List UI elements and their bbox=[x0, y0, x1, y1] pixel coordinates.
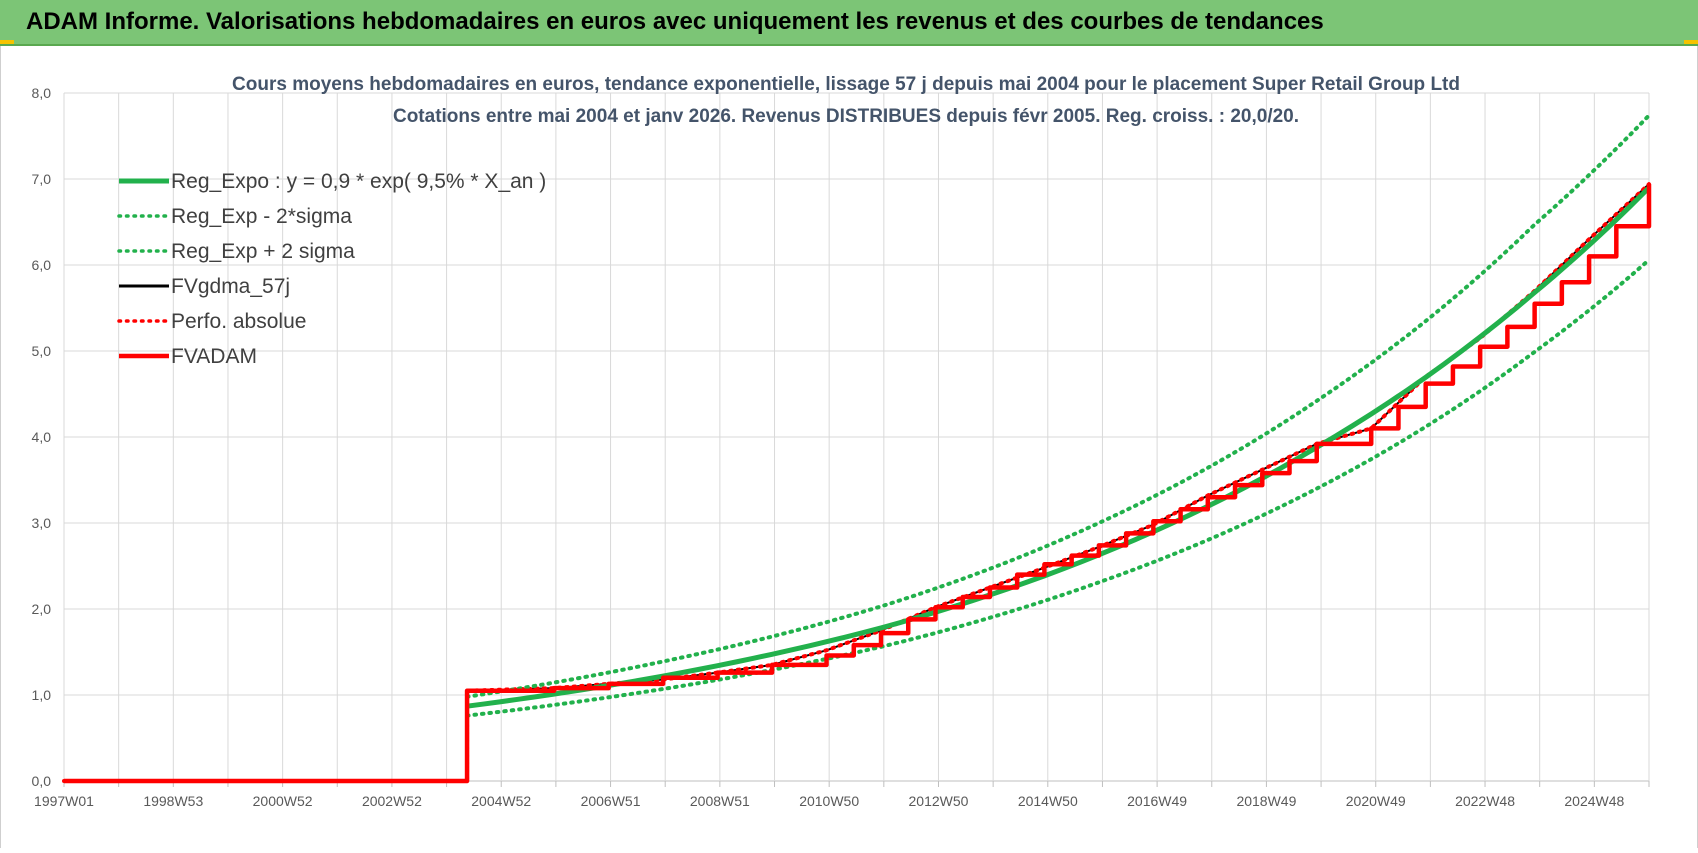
chart-subtitle: Cotations entre mai 2004 et janv 2026. R… bbox=[393, 106, 1299, 127]
series-fvgdma bbox=[64, 183, 1650, 782]
x-tick-label: 2014W50 bbox=[1018, 793, 1078, 809]
y-tick-label: 8,0 bbox=[32, 85, 52, 101]
legend-reg-exp-plus-label: Reg_Exp + 2 sigma bbox=[171, 240, 355, 263]
legend-perfo-absolue-label: Perfo. absolue bbox=[171, 310, 306, 333]
x-tick-label: 2006W51 bbox=[581, 793, 641, 809]
chart-title: Cours moyens hebdomadaires en euros, ten… bbox=[232, 74, 1460, 95]
x-tick-label: 1998W53 bbox=[143, 793, 203, 809]
x-tick-label: 2022W48 bbox=[1455, 793, 1515, 809]
x-tick-label: 2024W48 bbox=[1564, 793, 1624, 809]
series-lines bbox=[62, 113, 1652, 784]
report-header: ADAM Informe. Valorisations hebdomadaire… bbox=[0, 0, 1698, 46]
y-tick-label: 2,0 bbox=[32, 601, 52, 617]
y-tick-label: 4,0 bbox=[32, 429, 52, 445]
x-tick-label: 2012W50 bbox=[909, 793, 969, 809]
weekly-valuation-chart: 0,0 1,0 2,0 3,0 4,0 5,0 6,0 7,0 8,0 1997W01 1998W… bbox=[32, 74, 1652, 809]
y-tick-label: 6,0 bbox=[32, 257, 52, 273]
legend-fvadam-label: FVADAM bbox=[171, 345, 257, 368]
legend-fvgdma-label: FVgdma_57j bbox=[171, 275, 290, 298]
series-reg-exp-plus bbox=[465, 113, 1651, 699]
x-tick-label: 2004W52 bbox=[471, 793, 531, 809]
x-tick-label: 2020W49 bbox=[1346, 793, 1406, 809]
chart-legend: Reg_Expo : y = 0,9 * exp( 9,5% * X_an ) R… bbox=[117, 170, 546, 368]
y-tick-label: 7,0 bbox=[32, 171, 52, 187]
y-tick-label: 1,0 bbox=[32, 687, 52, 703]
legend-reg-exp-minus-label: Reg_Exp - 2*sigma bbox=[171, 205, 352, 228]
corner-marker bbox=[0, 40, 14, 44]
x-tick-label: 2018W49 bbox=[1236, 793, 1296, 809]
legend-reg-expo-label: Reg_Expo : y = 0,9 * exp( 9,5% * X_an ) bbox=[171, 170, 546, 193]
chart-area: 0,0 1,0 2,0 3,0 4,0 5,0 6,0 7,0 8,0 1997W01 1998W… bbox=[0, 46, 1698, 848]
x-tick-label: 2000W52 bbox=[253, 793, 313, 809]
y-axis-ticks: 0,0 1,0 2,0 3,0 4,0 5,0 6,0 7,0 8,0 bbox=[32, 85, 52, 789]
report-title: ADAM Informe. Valorisations hebdomadaire… bbox=[26, 8, 1324, 35]
corner-marker bbox=[1684, 40, 1698, 44]
series-reg-exp-minus bbox=[465, 257, 1651, 718]
x-axis-ticks: 1997W01 1998W53 2000W52 2002W52 2004W52 2006W… bbox=[34, 793, 1624, 809]
x-tick-label: 2008W51 bbox=[690, 793, 750, 809]
x-tick-label: 2010W50 bbox=[799, 793, 859, 809]
x-tick-label: 1997W01 bbox=[34, 793, 94, 809]
x-tick-label: 2002W52 bbox=[362, 793, 422, 809]
y-tick-label: 3,0 bbox=[32, 515, 52, 531]
series-perfo-absolue bbox=[62, 182, 1651, 783]
grid-lines bbox=[63, 92, 1650, 787]
y-tick-label: 0,0 bbox=[32, 773, 52, 789]
series-fvadam bbox=[64, 184, 1652, 784]
x-tick-label: 2016W49 bbox=[1127, 793, 1187, 809]
y-tick-label: 5,0 bbox=[32, 343, 52, 359]
